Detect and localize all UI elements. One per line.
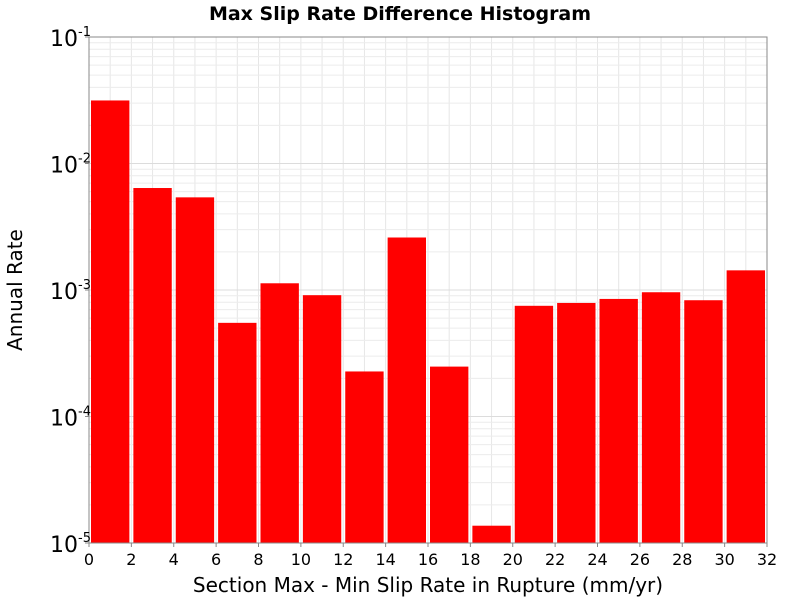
x-tick-label: 18: [460, 550, 480, 569]
bar-19: [472, 525, 511, 543]
y-tick-label: 10-5: [50, 531, 91, 558]
bars: [91, 100, 765, 544]
x-axis-ticks: 0 2 4 6 8 10 12 14 16 18 20 22 24 26 28 30 32: [84, 543, 777, 569]
bar-15: [387, 237, 426, 544]
x-tick-label: 20: [503, 550, 523, 569]
x-tick-label: 8: [253, 550, 263, 569]
bar-27: [641, 292, 681, 543]
bar-11: [302, 295, 342, 543]
bar-1: [91, 100, 130, 543]
y-axis-ticks: 10-5 10-4 10-3 10-2 10-1: [50, 25, 91, 558]
x-tick-label: 0: [84, 550, 94, 569]
y-tick-label: 10-4: [50, 405, 91, 432]
y-tick-label: 10-2: [50, 152, 91, 179]
x-tick-label: 22: [545, 550, 565, 569]
x-tick-label: 30: [714, 550, 734, 569]
bar-23: [557, 302, 596, 543]
bar-9: [260, 283, 299, 543]
y-axis-label: Annual Rate: [3, 229, 27, 351]
bar-5: [175, 197, 215, 544]
x-tick-label: 28: [672, 550, 692, 569]
x-tick-label: 12: [333, 550, 353, 569]
x-tick-label: 10: [291, 550, 311, 569]
x-tick-label: 2: [126, 550, 136, 569]
x-tick-label: 32: [757, 550, 777, 569]
x-tick-label: 6: [211, 550, 221, 569]
bar-31: [726, 270, 765, 543]
chart-title: Max Slip Rate Difference Histogram: [209, 3, 591, 25]
y-tick-label: 10-3: [50, 278, 91, 305]
y-tick-label: 10-1: [50, 25, 91, 52]
x-axis-label: Section Max - Min Slip Rate in Rupture (…: [193, 573, 663, 597]
bar-13: [345, 371, 384, 543]
bar-29: [684, 300, 723, 543]
x-tick-label: 4: [169, 550, 179, 569]
x-tick-label: 14: [375, 550, 395, 569]
bar-25: [599, 298, 638, 543]
bar-17: [430, 366, 469, 543]
x-tick-label: 16: [418, 550, 438, 569]
x-tick-label: 26: [630, 550, 650, 569]
bar-3: [133, 188, 172, 543]
x-tick-label: 24: [587, 550, 607, 569]
bar-21: [514, 305, 554, 543]
bar-7: [218, 322, 257, 543]
